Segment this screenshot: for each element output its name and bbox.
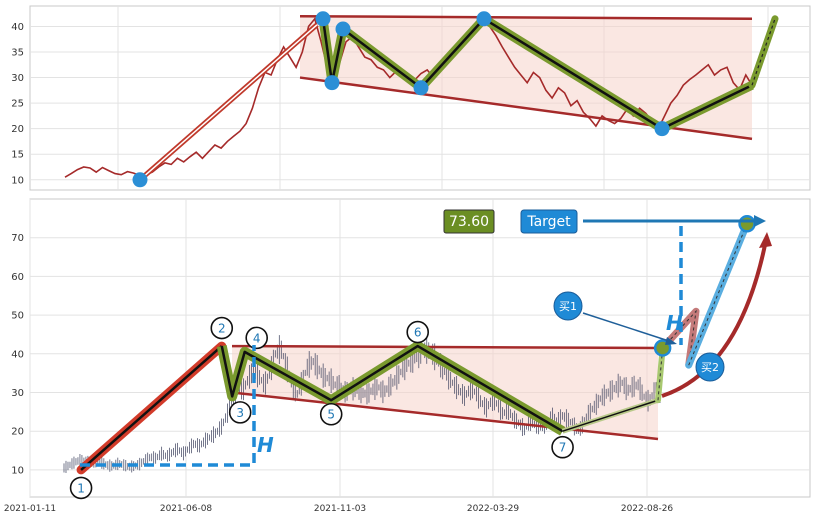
pivot-label-5: 5 (327, 408, 335, 422)
pattern-fill (232, 346, 658, 439)
overview-pivot-marker-4 (335, 21, 351, 37)
overview-y-tick-5: 35 (11, 48, 24, 59)
target-leg-dashed (688, 223, 748, 366)
overview-y-tick-1: 15 (11, 150, 24, 161)
pivot-marker-3 (228, 401, 252, 424)
pivot-label-7: 7 (559, 441, 567, 455)
pullback-dashed (662, 309, 697, 366)
projection-curve-arrowhead (759, 232, 772, 248)
height-label-top: H (666, 311, 683, 335)
recovery-leg (562, 399, 659, 432)
overview-lower-trendline (299, 76, 753, 141)
pattern-y-tick-3: 40 (11, 349, 24, 360)
pattern-lower-trendline (231, 391, 659, 441)
pivot-label-3: 3 (236, 406, 244, 420)
pivot-label-2: 2 (218, 322, 226, 336)
target-arrowhead (754, 215, 766, 227)
overview-y-tick-4: 30 (11, 73, 24, 84)
pattern-y-tick-1: 20 (11, 427, 24, 438)
pattern-path (220, 344, 564, 433)
pattern-x-ticks: 2021-01-11 2021-06-08 2021-11-03 2022-03-29… (4, 504, 674, 514)
pattern-detail: 1 2 3 4 5 6 7 (69, 215, 772, 500)
overview-pivot-marker-2 (315, 11, 331, 27)
overview-pattern (132, 11, 779, 188)
overview-projection-band (748, 15, 779, 89)
overview-upper-trendline (299, 14, 753, 21)
overview-pivot-marker-5 (413, 80, 429, 96)
pattern-x-tick-3: 2022-03-29 (467, 504, 520, 514)
pivot-label-4: 4 (253, 331, 261, 345)
target-label: Target (526, 214, 571, 230)
pivot-marker-1 (69, 476, 93, 500)
pattern-y-ticks: 10 20 30 40 50 60 70 (11, 233, 24, 476)
overview-pivot-marker-7 (654, 121, 670, 137)
overview-y-tick-2: 20 (11, 124, 24, 135)
pattern-y-tick-2: 30 (11, 388, 24, 399)
rise-leg-path (80, 345, 223, 471)
projection-curve (661, 239, 768, 398)
pivot-label-1: 1 (77, 481, 85, 495)
pattern-x-tick-4: 2022-08-26 (621, 504, 674, 514)
overview-pivot-marker-6 (476, 11, 492, 27)
buy1-pointer (582, 312, 673, 343)
pivot-marker-4 (245, 326, 268, 350)
pivot-marker-7 (551, 435, 574, 459)
pivot-marker-5 (319, 402, 343, 426)
pattern-y-tick-5: 60 (11, 272, 24, 283)
pattern-x-tick-1: 2021-06-08 (160, 504, 213, 514)
target-value-box (443, 209, 495, 234)
buy1-pointer-head (665, 337, 677, 345)
overview-y-tick-3: 25 (11, 99, 24, 110)
overview-y-ticks: 10 15 20 25 30 35 40 (11, 22, 24, 186)
pattern-y-tick-4: 50 (11, 311, 24, 322)
height-dashed-bracket (80, 345, 256, 467)
height-label-bottom: H (257, 433, 274, 457)
target-value-label: 73.60 (449, 214, 489, 230)
buy1-badge (553, 291, 583, 321)
overview-rise-leg-core (139, 24, 318, 181)
target-marker (738, 215, 756, 233)
pivot-marker-6 (406, 320, 430, 344)
pivot-marker-2 (210, 316, 234, 340)
overview-pivot-marker-3 (324, 75, 340, 91)
overview-y-tick-0: 10 (11, 175, 24, 186)
overview-y-tick-6: 40 (11, 22, 24, 33)
pattern-x-tick-2: 2021-11-03 (314, 504, 366, 514)
pattern-y-tick-0: 10 (11, 465, 24, 476)
pattern-y-tick-6: 70 (11, 233, 24, 244)
pivot-label-6: 6 (414, 326, 422, 340)
target-box (520, 209, 578, 234)
pattern-x-tick-0: 2021-01-11 (4, 504, 56, 514)
pattern-upper-trendline (231, 344, 659, 350)
buy2-label: 买2 (701, 361, 719, 374)
buy2-badge (695, 352, 725, 382)
buy1-label: 买1 (559, 300, 577, 313)
overview-pivot-marker-1 (132, 172, 148, 188)
